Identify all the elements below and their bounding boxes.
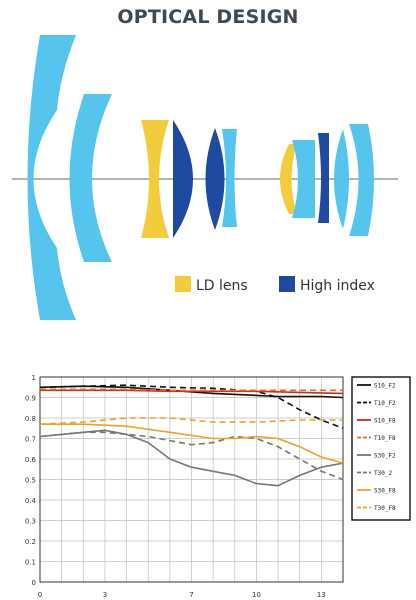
legend-label-high-index: High index xyxy=(300,278,375,294)
legend-entry-T30_2: T30_2 xyxy=(374,470,392,477)
x-tick-label: 13 xyxy=(317,591,326,599)
y-tick-label: 0.2 xyxy=(25,538,36,546)
lens-element-2 xyxy=(69,94,112,262)
lens-element-11 xyxy=(349,124,374,236)
lens-element-8 xyxy=(292,140,315,218)
lens-element-1 xyxy=(27,35,76,320)
legend-entry-T10_F2: T10_F2 xyxy=(374,400,396,407)
y-tick-label: 1 xyxy=(32,374,36,382)
lens-element-3-ld xyxy=(141,120,169,238)
x-tick-label: 0 xyxy=(38,591,42,599)
y-tick-label: 0.7 xyxy=(25,436,36,444)
legend-entry-S10_F8: S10_F8 xyxy=(374,418,396,425)
legend-swatch-ld xyxy=(175,276,191,292)
chart-grid xyxy=(40,377,343,582)
series-line-S10_F8 xyxy=(40,389,344,395)
series-line-T10_F8 xyxy=(40,388,343,392)
y-tick-label: 0.3 xyxy=(25,518,36,526)
chart-legend: S10_F2 T10_F2 S10_F8 T10_F8 S30_F2 T30_2 S30_F… xyxy=(357,383,396,512)
x-tick-label: 10 xyxy=(252,591,261,599)
chart-series xyxy=(39,384,344,487)
page-title: OPTICAL DESIGN xyxy=(117,6,299,28)
legend-entry-S30_F8: S30_F8 xyxy=(374,488,396,495)
legend-entry-T10_F8: T10_F8 xyxy=(374,435,396,442)
y-tick-label: 0 xyxy=(32,579,36,587)
series-line-S10_F2 xyxy=(39,385,344,399)
lens-element-7-ld xyxy=(280,144,297,214)
lens-element-6 xyxy=(222,129,237,227)
x-tick-labels: 0 3 7 10 13 xyxy=(38,591,326,599)
chart-legend-box xyxy=(351,376,411,521)
y-tick-label: 0.8 xyxy=(25,415,36,423)
legend-swatch-high-index xyxy=(279,276,295,292)
lens-element-10 xyxy=(334,129,349,229)
y-tick-label: 0.5 xyxy=(25,477,36,485)
series-line-T30_2 xyxy=(39,431,344,481)
lens-diagram: LD lens High index xyxy=(12,35,398,320)
y-tick-labels: 0 0.1 0.2 0.3 0.4 0.5 0.6 0.7 0.8 0.9 1 xyxy=(25,374,37,587)
y-tick-label: 0.9 xyxy=(25,395,36,403)
x-tick-label: 7 xyxy=(189,591,193,599)
lens-element-4-high-index xyxy=(173,120,193,238)
x-tick-label: 3 xyxy=(103,591,107,599)
y-tick-label: 0.1 xyxy=(25,559,36,567)
y-tick-label: 0.6 xyxy=(25,456,37,464)
series-line-T30_F8 xyxy=(39,417,343,425)
legend-entry-T30_F8: T30_F8 xyxy=(374,505,396,512)
legend-label-ld: LD lens xyxy=(196,278,248,294)
legend-entry-S30_F2: S30_F2 xyxy=(374,453,396,460)
legend-entry-S10_F2: S10_F2 xyxy=(374,383,396,390)
lens-element-5-high-index xyxy=(205,128,225,230)
series-line-S30_F8 xyxy=(40,423,344,464)
lens-element-9-high-index xyxy=(318,133,329,223)
mtf-chart: 0 0.1 0.2 0.3 0.4 0.5 0.6 0.7 0.8 0.9 1 0 3 7 10 13 S1… xyxy=(25,374,411,599)
y-tick-label: 0.4 xyxy=(25,497,37,505)
